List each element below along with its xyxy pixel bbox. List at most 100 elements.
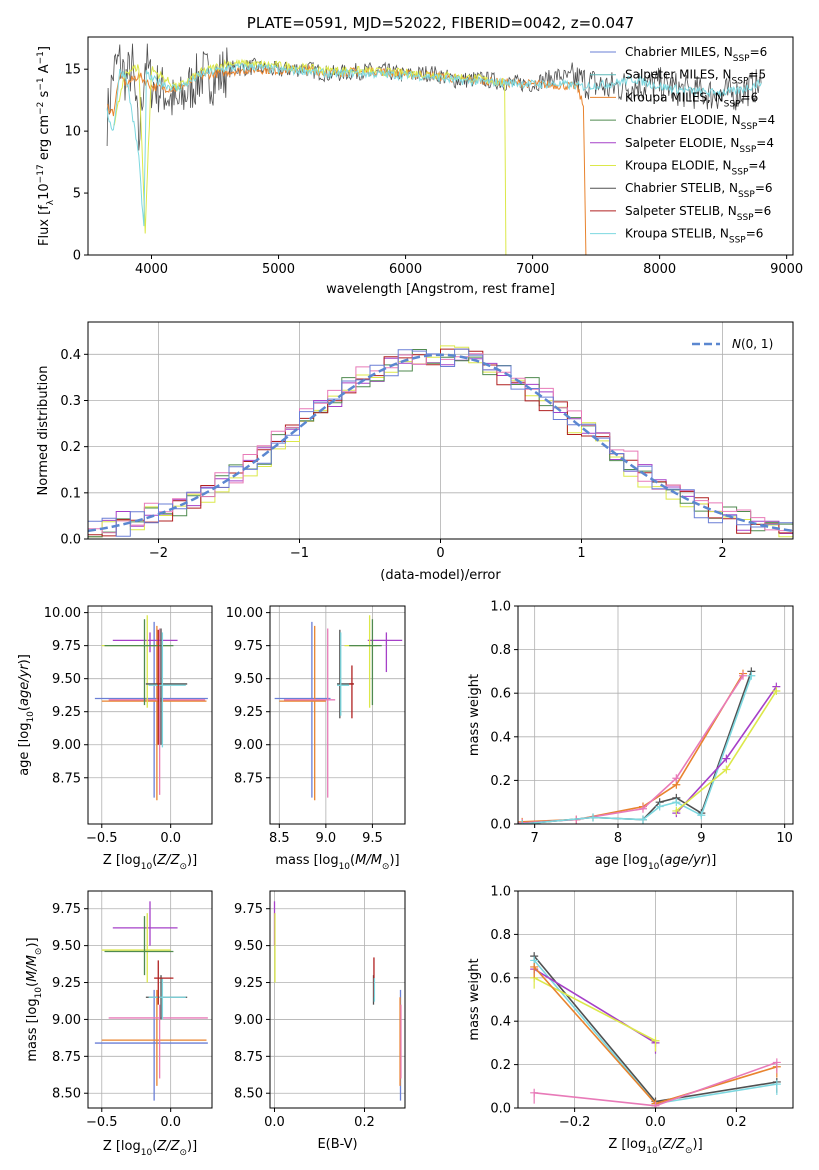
label-part: )] [187, 1139, 197, 1154]
legend-label: Salpeter STELIB, NSSP=6 [625, 204, 771, 223]
y-tick-label: 1.0 [490, 885, 511, 900]
label-part: ( [17, 706, 32, 711]
x-tick-label: 0.0 [160, 831, 181, 846]
label-part: ( [152, 1139, 157, 1154]
x-tick-label: 0.0 [645, 1115, 666, 1130]
weight_vs_age-chabrier-stelib-line [522, 671, 753, 824]
label-part: ( [25, 982, 40, 987]
x-tick-label: 0.2 [726, 1115, 747, 1130]
weight_vs_age-kroupa-stelib-marker [518, 820, 527, 824]
y-tick-label: 5 [73, 187, 81, 202]
label-part: Z/Z [156, 853, 180, 868]
label-part: SSP [733, 54, 750, 64]
label-part: Kroupa MILES, N [625, 90, 724, 104]
y-tick-label: 9.25 [234, 705, 263, 720]
label-part: −1 [36, 77, 46, 90]
label-part: )] [17, 654, 32, 664]
mass_vs_Z-plot-area [94, 901, 208, 1101]
weight_vs_age-chart: 7 8 9 10 0.0 0.2 0.4 0.6 0.8 1.0 mass weight age [l… [467, 600, 794, 872]
weight_vs_age-kroupa-stelib-marker [589, 813, 597, 822]
label-part: =6 [755, 181, 773, 195]
x-tick-label: −0.5 [86, 831, 118, 846]
label-part: SSP [738, 190, 755, 200]
label-part: 10 [646, 1146, 658, 1156]
label-part: mass [log [25, 998, 40, 1061]
label-part: λ [46, 199, 56, 205]
y-tick-label: 10 [64, 125, 81, 140]
y-tick-label: 9.00 [52, 738, 81, 753]
y-tick-label: 1.0 [490, 600, 511, 615]
label-part: SSP [737, 213, 754, 223]
x-tick-label: −0.5 [86, 1115, 118, 1130]
x-tick-label: 10 [776, 831, 793, 846]
x-tick-label: 9000 [770, 262, 803, 277]
x-tick-label: 7 [531, 831, 539, 846]
label-part: ( [152, 853, 157, 868]
label-part: SSP [724, 99, 741, 109]
legend-label: Chabrier STELIB, NSSP=6 [625, 181, 773, 200]
label-part: M/M [25, 955, 40, 982]
label-part: =6 [746, 227, 764, 241]
x-tick-label: −1 [290, 546, 309, 561]
weight_vs_age-kroupa-elodie-marker [772, 687, 781, 696]
normal-curve [88, 353, 793, 533]
y-tick-label: 8.75 [52, 771, 81, 786]
label-part: −2 [36, 102, 46, 115]
label-part: )] [693, 1137, 703, 1152]
label-part: =6 [754, 204, 772, 218]
legend-label: Chabrier ELODIE, NSSP=4 [625, 113, 775, 132]
y-tick-label: 9.75 [52, 639, 81, 654]
label-part: Salpeter STELIB, N [625, 204, 737, 218]
y-tick-label: 8.50 [234, 1087, 263, 1102]
spectrum-line-kroupa-elodie [113, 58, 508, 255]
label-part: SSP [732, 77, 749, 87]
label-part: ⊙ [382, 862, 390, 872]
label-part: ⊙ [34, 948, 44, 956]
y-tick-label: 9.00 [234, 1013, 263, 1028]
y-tick-label: 8.75 [234, 1050, 263, 1065]
label-part: =4 [748, 159, 766, 173]
y-tick-label: 9.25 [52, 705, 81, 720]
legend-label: Kroupa MILES, NSSP=6 [625, 90, 758, 109]
label-part: mass [log [275, 853, 338, 868]
y-tick-label: 8.75 [234, 771, 263, 786]
label-part: )] [25, 937, 40, 947]
label-part: =4 [757, 113, 775, 127]
label-part: Z [log [608, 1137, 646, 1152]
label-part: erg cm [37, 115, 52, 164]
label-part: (0, 1) [741, 337, 773, 351]
label-part: s [37, 90, 52, 101]
mass_vs_ebv-plot-area [273, 901, 402, 1101]
y-tick-label: 0.8 [490, 928, 511, 943]
y-tick-label: 0.1 [60, 486, 81, 501]
weight_vs_age-plot-area [518, 667, 781, 824]
label-part: ( [350, 853, 355, 868]
spectrum-title: PLATE=0591, MJD=52022, FIBERID=0042, z=0… [247, 14, 634, 32]
axes-frame [87, 890, 213, 1109]
label-part: SSP [741, 122, 758, 132]
weight_vs_age-pink-marker [739, 671, 747, 680]
axes-frame [269, 605, 406, 825]
label-part: SSP [729, 236, 746, 246]
y-tick-label: 9.50 [234, 939, 263, 954]
y-tick-label: 9.75 [234, 902, 263, 917]
axes-frame [87, 321, 794, 540]
x-tick-label: 0.0 [264, 1115, 285, 1130]
label-part: age [log [595, 853, 648, 868]
label-part: Z [log [103, 1139, 141, 1154]
label-part: 10 [339, 862, 351, 872]
weight_vs_age-pink-line [522, 675, 744, 824]
label-part: A [37, 64, 52, 77]
y-tick-label: 0.4 [490, 730, 511, 745]
mass-ebv-x-label: E(B-V) [317, 1137, 357, 1152]
label-part: −1 [36, 51, 46, 64]
x-tick-label: 8 [614, 831, 622, 846]
y-tick-label: 9.75 [234, 639, 263, 654]
label-part: N [732, 337, 741, 351]
weight_vs_Z-kroupa-elodie-line [533, 977, 656, 1042]
x-tick-label: 8.5 [269, 831, 290, 846]
weight_vs_Z-x-label: Z [log10(Z/Z⊙)] [608, 1137, 702, 1156]
y-tick-label: 9.00 [52, 1013, 81, 1028]
y-tick-label: 8.50 [52, 1087, 81, 1102]
